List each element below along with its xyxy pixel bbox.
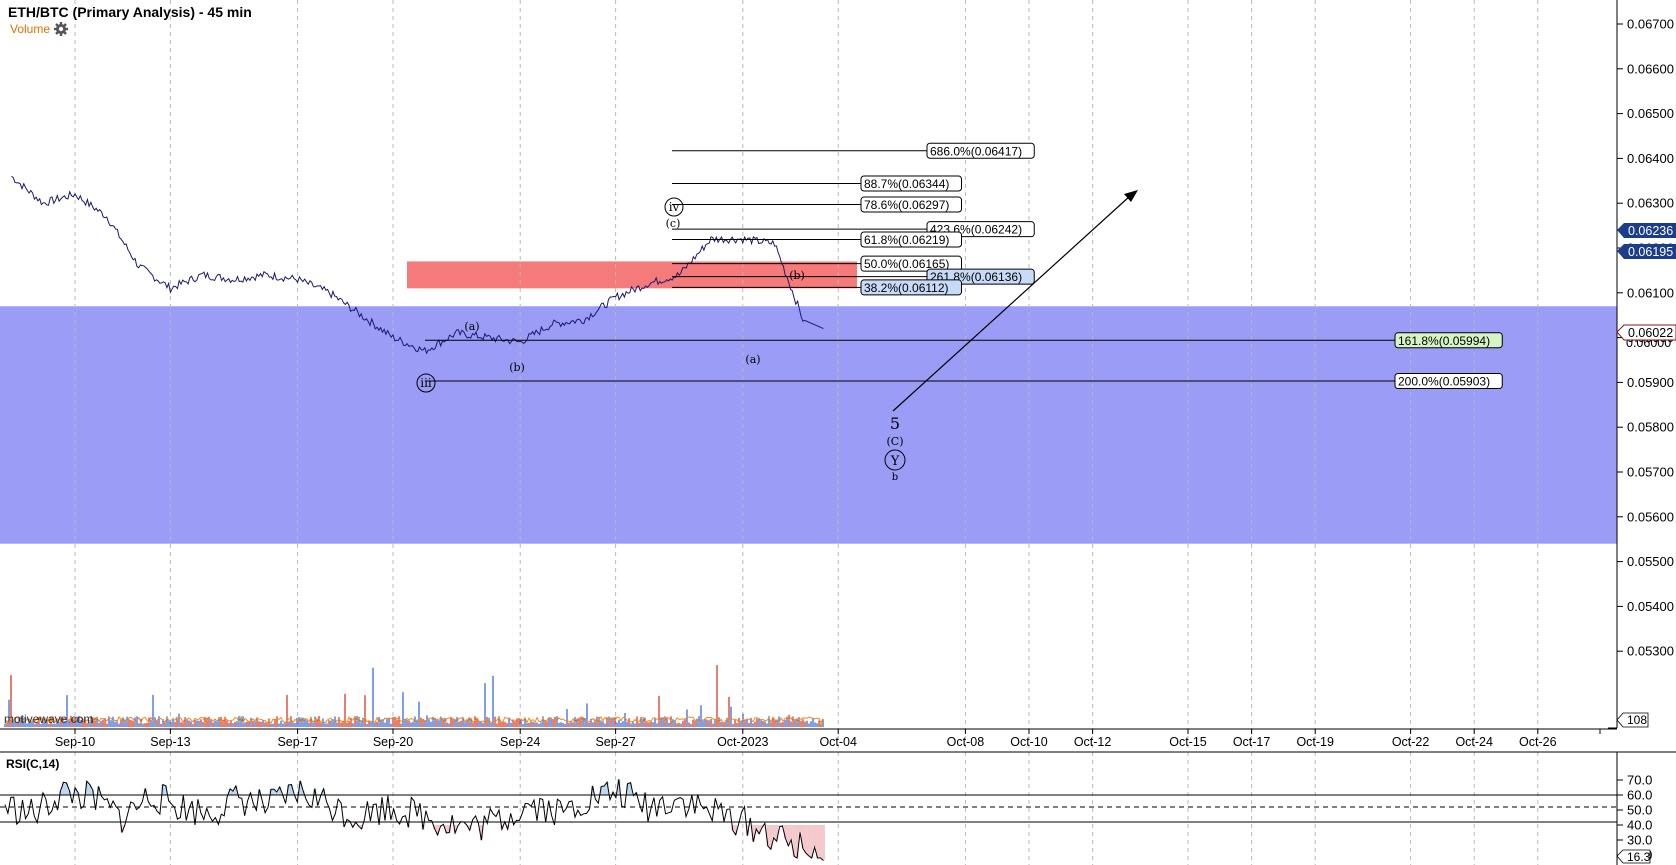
wave-labels: iii iv (a) (b) (c) (b) (a) 5 (C) Y b <box>416 197 906 483</box>
price-tick-label: 0.05800 <box>1627 420 1674 435</box>
wave-c1-label: (c) <box>666 217 681 230</box>
price-tick-label: 0.06400 <box>1627 151 1674 166</box>
price-tag-current: 0.06195 <box>1617 244 1676 259</box>
rsi-panel[interactable]: 70.060.050.040.030.020.0 16.3 RSI(C,14) <box>0 752 1652 865</box>
chart-title: ETH/BTC (Primary Analysis) - 45 min <box>8 4 252 20</box>
rsi-current-tag: 16.3 <box>1616 849 1651 864</box>
fib-level[interactable]: 88.7%(0.06344) <box>672 175 962 192</box>
fib-level[interactable]: 686.0%(0.06417) <box>672 142 1035 159</box>
svg-text:0.06236: 0.06236 <box>1628 224 1673 238</box>
price-axis: 0.06700 0.06600 0.06500 0.06400 0.06300 0.062… <box>1608 0 1676 729</box>
fib-level-label: 50.0%(0.06165) <box>864 257 949 271</box>
rsi-tick-label: 40.0 <box>1627 818 1652 833</box>
wave-iii-label: iii <box>420 376 432 390</box>
fib-level-label: 38.2%(0.06112) <box>864 281 949 295</box>
price-tick-label: 0.06500 <box>1627 106 1674 121</box>
date-axis: Sep-10 Sep-13 Sep-17 Sep-20 Sep-24 Sep-27 Oct-… <box>0 728 1617 749</box>
blue-target-zone[interactable] <box>0 306 1617 544</box>
fib-level[interactable]: 78.6%(0.06297) <box>672 196 962 213</box>
fib-level-label: 78.6%(0.06297) <box>864 198 949 212</box>
date-tick-label: Sep-27 <box>595 735 635 749</box>
gear-icon[interactable] <box>54 22 68 36</box>
fib-level[interactable]: 61.8%(0.06219) <box>672 231 962 248</box>
rsi-tick-label: 30.0 <box>1627 833 1652 848</box>
svg-text:0.06022: 0.06022 <box>1628 326 1673 340</box>
fib-level-label: 161.8%(0.05994) <box>1398 334 1490 348</box>
price-tick-label: 0.05600 <box>1627 509 1674 524</box>
price-tag-last: 0.06022 <box>1616 324 1676 341</box>
rsi-tick-label: 50.0 <box>1627 803 1652 818</box>
date-tick-label: Oct-08 <box>947 735 985 749</box>
svg-text:108: 108 <box>1627 713 1647 727</box>
fib-level[interactable]: 50.0%(0.06165) <box>672 255 962 272</box>
date-tick-label: Oct-24 <box>1455 735 1493 749</box>
price-tick-label: 0.05900 <box>1627 375 1674 390</box>
fib-level[interactable]: 38.2%(0.06112) <box>672 279 962 296</box>
volume-legend-label[interactable]: Volume <box>10 22 50 36</box>
date-tick-label: Sep-17 <box>277 735 317 749</box>
price-tag-high: 0.06236 <box>1617 223 1676 238</box>
rsi-tick-label: 60.0 <box>1627 788 1652 803</box>
fib-level[interactable]: 423.6%(0.06242) <box>672 221 1035 238</box>
volume-scale-tag: 108 <box>1616 712 1649 728</box>
date-tick-label: Oct-10 <box>1010 735 1048 749</box>
projection-arrow[interactable] <box>892 190 1138 412</box>
wave-b-label: b <box>892 472 898 483</box>
date-tick-label: Oct-19 <box>1296 735 1334 749</box>
svg-text:0.06195: 0.06195 <box>1628 245 1673 259</box>
price-tick-label: 0.06700 <box>1627 17 1674 32</box>
price-tick-label: 0.06600 <box>1627 61 1674 76</box>
fib-level-label: 200.0%(0.05903) <box>1398 375 1490 389</box>
wave-a1-label: (a) <box>464 320 479 333</box>
date-tick-label: Sep-20 <box>373 735 413 749</box>
date-tick-label: Oct-2023 <box>717 735 768 749</box>
wave-iv-label: iv <box>669 200 680 214</box>
watermark: motivewave.com <box>4 712 93 726</box>
date-tick-label: Sep-13 <box>150 735 190 749</box>
price-tick-label: 0.05400 <box>1627 599 1674 614</box>
fib-level[interactable]: 200.0%(0.05903) <box>425 373 1503 390</box>
fib-level-label: 88.7%(0.06344) <box>864 177 949 191</box>
volume-histogram <box>4 665 824 727</box>
volume-average <box>4 715 824 725</box>
date-tick-label: Oct-15 <box>1169 735 1207 749</box>
fibonacci-levels[interactable]: 686.0%(0.06417) 88.7%(0.06344) 78.6%(0.062… <box>425 142 1503 390</box>
rsi-title: RSI(C,14) <box>6 757 59 771</box>
wave-C-label: (C) <box>887 435 904 448</box>
date-tick-label: Sep-10 <box>55 735 95 749</box>
date-tick-label: Oct-17 <box>1233 735 1271 749</box>
date-tick-label: Oct-26 <box>1519 735 1557 749</box>
wave-Y-label: Y <box>890 454 900 469</box>
rsi-line[interactable] <box>4 779 824 861</box>
fib-level-label: 686.0%(0.06417) <box>930 144 1022 158</box>
date-tick-label: Sep-24 <box>500 735 540 749</box>
date-tick-label: Oct-04 <box>819 735 857 749</box>
wave-b1-label: (b) <box>509 361 525 374</box>
wave-b2-label: (b) <box>789 269 805 282</box>
fib-level-label: 61.8%(0.06219) <box>864 233 949 247</box>
svg-text:16.3: 16.3 <box>1627 850 1651 864</box>
price-tick-label: 0.05700 <box>1627 465 1674 480</box>
price-tick-label: 0.05500 <box>1627 554 1674 569</box>
date-tick-label: Oct-12 <box>1074 735 1112 749</box>
fib-level[interactable]: 161.8%(0.05994) <box>425 332 1503 349</box>
wave-a2-label: (a) <box>745 353 760 366</box>
rsi-tick-label: 70.0 <box>1627 773 1652 788</box>
price-tick-label: 0.06100 <box>1627 285 1674 300</box>
date-tick-label: Oct-22 <box>1392 735 1430 749</box>
wave-5-label: 5 <box>890 414 900 433</box>
red-resistance-zone[interactable] <box>407 261 857 289</box>
price-tick-label: 0.05300 <box>1627 644 1674 659</box>
price-tick-label: 0.06300 <box>1627 196 1674 211</box>
